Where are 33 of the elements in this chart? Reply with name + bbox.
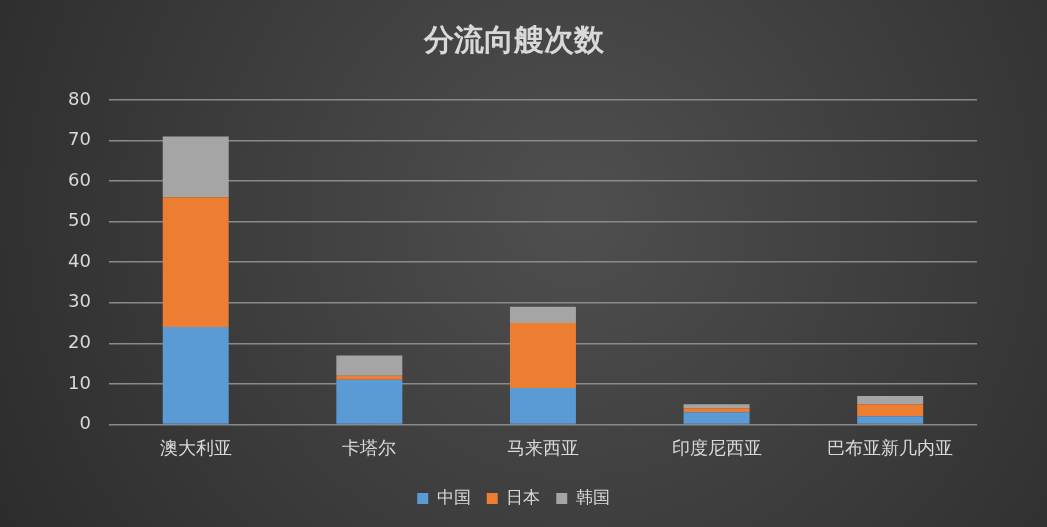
legend-label: 中国	[436, 486, 471, 507]
legend-label: 韩国	[575, 486, 610, 507]
bar	[162, 136, 229, 198]
bar	[683, 404, 750, 409]
bar	[683, 408, 750, 413]
bar	[162, 327, 229, 424]
x-tick-label: 马来西亚	[506, 436, 579, 458]
legend-label: 日本	[506, 486, 541, 507]
y-tick-label: 10	[68, 371, 91, 393]
bar	[509, 306, 576, 324]
y-tick-label: 30	[68, 290, 91, 312]
bar	[683, 412, 750, 424]
bar	[857, 404, 924, 417]
y-tick-label: 50	[68, 209, 91, 231]
y-tick-label: 0	[79, 412, 91, 434]
bar	[336, 379, 403, 424]
x-tick-label: 巴布亚新几内亚	[827, 436, 954, 458]
x-tick-label: 印度尼西亚	[671, 436, 762, 458]
bar	[162, 197, 229, 328]
y-tick-label: 70	[68, 128, 91, 150]
y-tick-label: 80	[68, 87, 91, 109]
bar	[336, 355, 403, 376]
y-tick-label: 40	[68, 249, 91, 271]
bar	[857, 416, 924, 424]
bar	[857, 396, 924, 405]
y-tick-label: 60	[68, 168, 91, 190]
bar	[509, 323, 576, 388]
bar	[509, 387, 576, 424]
x-tick-label: 澳大利亚	[159, 436, 232, 458]
y-tick-label: 20	[68, 330, 91, 352]
bar	[336, 375, 403, 380]
x-tick-label: 卡塔尔	[342, 436, 397, 458]
chart-title: 分流向艘次数	[422, 21, 605, 57]
